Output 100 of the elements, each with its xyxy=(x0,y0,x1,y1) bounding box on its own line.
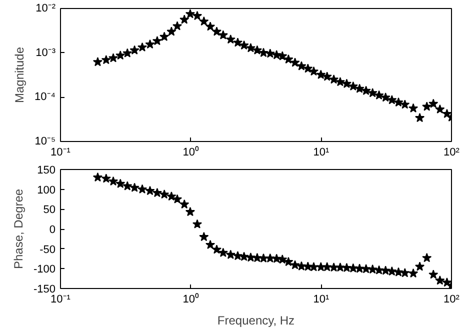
point xyxy=(185,9,195,18)
point xyxy=(166,26,176,36)
point xyxy=(316,70,326,79)
point xyxy=(278,254,288,264)
point xyxy=(160,32,170,41)
point xyxy=(296,61,306,70)
point xyxy=(265,48,275,58)
x-tick-label: 10⁻¹ xyxy=(50,146,71,158)
point xyxy=(354,84,364,93)
point xyxy=(335,76,345,86)
point xyxy=(272,50,282,60)
point xyxy=(180,199,190,209)
point xyxy=(308,66,319,76)
point xyxy=(348,81,358,91)
point xyxy=(284,256,294,266)
point xyxy=(180,14,190,24)
point xyxy=(296,261,306,270)
point xyxy=(239,252,249,261)
point xyxy=(322,262,332,272)
y-tick-label: 10⁻⁵ xyxy=(34,136,56,148)
point xyxy=(192,10,202,20)
x-tick-label: 10¹ xyxy=(313,294,330,306)
point xyxy=(185,206,195,216)
point xyxy=(160,189,170,199)
point xyxy=(206,240,216,250)
y-tick-label: -100 xyxy=(33,264,56,276)
point xyxy=(226,34,236,44)
point xyxy=(335,262,345,272)
point xyxy=(368,88,378,98)
y-tick-label: 10⁻⁴ xyxy=(34,91,56,104)
point xyxy=(342,78,352,88)
point xyxy=(380,92,390,102)
point xyxy=(232,38,243,47)
point xyxy=(145,39,155,49)
point xyxy=(428,98,438,108)
y-tick-label: -150 xyxy=(33,284,56,296)
y-tick-label: -50 xyxy=(40,244,56,256)
point xyxy=(361,86,371,95)
point xyxy=(387,95,397,104)
point xyxy=(252,45,262,54)
point xyxy=(400,100,410,109)
x-tick-label: 10² xyxy=(444,146,460,158)
point xyxy=(303,64,313,73)
point xyxy=(278,51,288,60)
point xyxy=(408,268,418,278)
point xyxy=(172,194,182,204)
point xyxy=(290,58,300,67)
point xyxy=(265,253,275,262)
point xyxy=(361,264,371,274)
point xyxy=(226,250,236,259)
point xyxy=(218,248,228,257)
point xyxy=(172,21,182,30)
point xyxy=(258,48,268,57)
point xyxy=(252,252,262,262)
point xyxy=(290,260,300,270)
y-tick-label: 10⁻³ xyxy=(36,46,56,59)
point xyxy=(415,112,425,122)
point xyxy=(329,74,339,84)
y-tick-label: 10⁻² xyxy=(36,2,56,14)
x-tick-label: 10¹ xyxy=(313,146,330,158)
point xyxy=(387,266,397,276)
point xyxy=(246,252,256,262)
point xyxy=(152,36,162,46)
point xyxy=(374,90,384,100)
point xyxy=(400,268,410,278)
point xyxy=(218,30,228,40)
point xyxy=(342,262,352,272)
point xyxy=(232,250,243,260)
y-tick-label: 0 xyxy=(49,224,56,236)
point xyxy=(435,276,445,285)
point xyxy=(422,252,432,262)
point xyxy=(422,102,432,111)
point xyxy=(394,267,404,276)
point xyxy=(199,232,209,242)
x-tick-label: 10⁰ xyxy=(182,292,199,306)
point xyxy=(348,263,358,272)
point xyxy=(239,40,249,50)
point xyxy=(284,54,294,64)
point xyxy=(322,72,332,81)
point xyxy=(145,186,155,196)
y-axis-title: Phase, Degree xyxy=(11,188,26,270)
point xyxy=(192,219,202,228)
y-tick-label: 100 xyxy=(37,184,56,196)
point xyxy=(415,262,425,271)
point xyxy=(166,191,176,201)
point xyxy=(258,253,268,262)
point xyxy=(199,16,209,26)
y-tick-label: 150 xyxy=(37,164,56,176)
x-tick-label: 10⁻¹ xyxy=(50,294,71,306)
point xyxy=(246,43,256,52)
point xyxy=(435,104,445,114)
point xyxy=(212,244,222,254)
point xyxy=(394,97,404,107)
point xyxy=(206,22,216,31)
x-tick-label: 10⁰ xyxy=(182,146,199,158)
point xyxy=(152,188,162,198)
point xyxy=(212,26,222,36)
y-axis-title: Magnitude xyxy=(12,46,27,104)
point xyxy=(408,103,418,112)
y-tick-label: 50 xyxy=(43,204,56,216)
